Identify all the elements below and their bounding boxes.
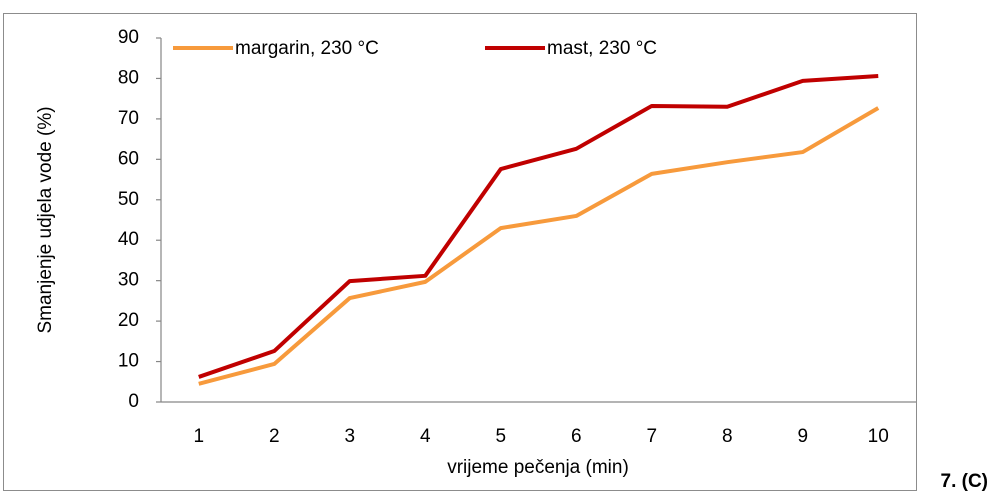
x-tick-label: 1 — [193, 426, 204, 447]
y-axis-label: Smanjenje udjela vode (%) — [35, 106, 56, 333]
y-tick-label: 50 — [118, 189, 139, 210]
x-tick-label: 10 — [868, 426, 889, 447]
legend-label: mast, 230 °C — [547, 38, 657, 59]
x-tick-label: 6 — [571, 426, 582, 447]
y-tick-label: 20 — [118, 310, 139, 331]
y-tick-label: 40 — [118, 229, 139, 250]
chart-border — [3, 13, 917, 491]
y-tick-label: 10 — [118, 351, 139, 372]
x-tick-label: 4 — [420, 426, 431, 447]
data-line — [198, 74, 879, 379]
caption: 7. (C) — [941, 471, 989, 492]
x-tick-label: 5 — [495, 426, 506, 447]
x-tick-label: 2 — [269, 426, 280, 447]
data-line — [198, 106, 880, 386]
legend-label: margarin, 230 °C — [235, 38, 379, 59]
x-tick-label: 9 — [797, 426, 808, 447]
y-tick-label: 70 — [118, 108, 139, 129]
x-tick-label: 8 — [722, 426, 733, 447]
y-tick-label: 80 — [118, 67, 139, 88]
y-tick-label: 30 — [118, 270, 139, 291]
x-tick-label: 7 — [646, 426, 657, 447]
x-tick-label: 3 — [344, 426, 355, 447]
y-tick-label: 90 — [118, 27, 139, 48]
y-tick-label: 0 — [128, 391, 139, 412]
y-tick-label: 60 — [118, 148, 139, 169]
x-axis-label: vrijeme pečenja (min) — [447, 457, 629, 478]
